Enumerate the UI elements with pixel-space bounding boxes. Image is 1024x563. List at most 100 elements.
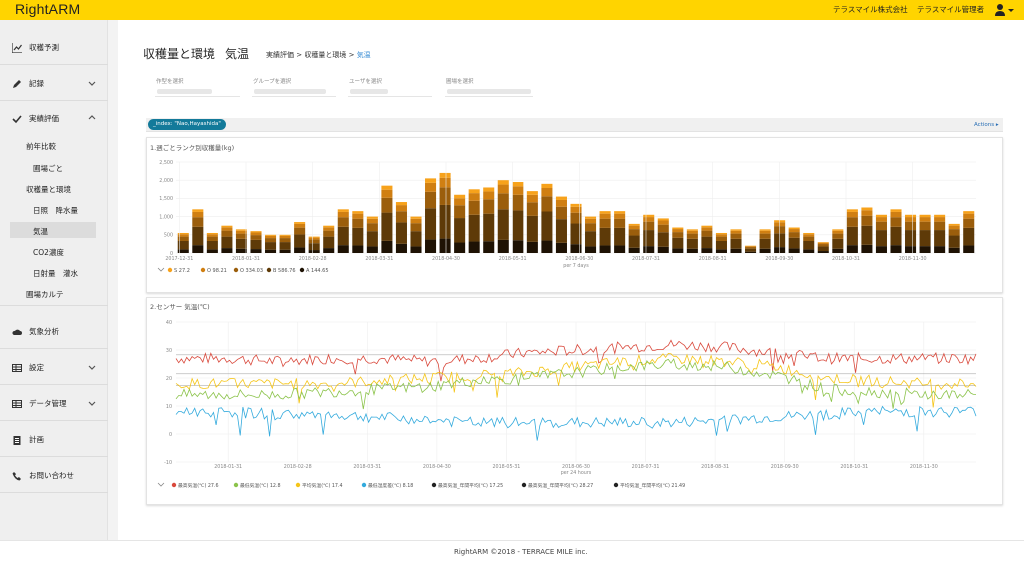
bar-segment bbox=[701, 225, 713, 228]
sidebar-item-forecast[interactable]: 収穫予測 bbox=[0, 30, 108, 65]
filter-tag[interactable]: _index: "Nao,Hayashida" bbox=[148, 119, 226, 130]
bar-segment bbox=[585, 216, 597, 219]
sidebar-item-plan[interactable]: 計画 bbox=[0, 422, 108, 457]
bar-segment bbox=[803, 236, 815, 241]
bar-segment bbox=[323, 236, 335, 249]
bar-segment bbox=[308, 237, 320, 240]
user-name[interactable]: テラスマイル管理者 bbox=[917, 5, 985, 14]
bar-segment bbox=[425, 239, 437, 253]
bar-segment bbox=[846, 245, 858, 253]
submenu-field-chart[interactable]: 圃場カルテ bbox=[26, 290, 64, 299]
sidebar-item-contact[interactable]: お問い合わせ bbox=[0, 458, 108, 493]
bar-segment bbox=[788, 227, 800, 230]
bar-segment bbox=[803, 234, 815, 237]
bar-segment bbox=[337, 217, 349, 227]
bar-segment bbox=[526, 241, 538, 253]
submenu-temperature[interactable]: 気温 bbox=[33, 227, 48, 236]
bar-segment bbox=[541, 183, 553, 188]
bar-segment bbox=[875, 246, 887, 253]
bar-segment bbox=[512, 186, 524, 195]
bar-segment bbox=[265, 234, 277, 236]
bar-segment bbox=[861, 207, 873, 211]
legend-marker bbox=[521, 482, 527, 488]
bar-segment bbox=[177, 232, 189, 235]
user-menu-icon[interactable] bbox=[994, 3, 1014, 17]
sidebar-item-settings[interactable]: 設定 bbox=[0, 350, 108, 385]
x-tick-label: 2018-09-30 bbox=[765, 256, 793, 262]
bar-segment bbox=[395, 205, 407, 212]
bar-segment bbox=[715, 240, 727, 250]
submenu-yield-environment[interactable]: 収穫量と環境 bbox=[26, 185, 71, 194]
bar-segment bbox=[657, 224, 669, 233]
bar-segment bbox=[905, 230, 917, 247]
bar-segment bbox=[745, 246, 757, 248]
submenu-by-field[interactable]: 圃場ごと bbox=[33, 164, 63, 173]
bar-segment bbox=[352, 245, 364, 253]
pencil-icon bbox=[13, 80, 21, 88]
bar-segment bbox=[555, 242, 567, 253]
bar-segment bbox=[497, 180, 509, 185]
breadcrumb-current: 気温 bbox=[356, 51, 371, 59]
legend-label: 最低湿度差(℃) 8.18 bbox=[368, 482, 413, 489]
bar-segment bbox=[555, 199, 567, 207]
bar-segment bbox=[337, 211, 349, 218]
bar-segment bbox=[686, 248, 698, 253]
legend-marker bbox=[233, 482, 239, 488]
bar-segment bbox=[585, 218, 597, 224]
bar-segment bbox=[395, 202, 407, 206]
bar-segment bbox=[832, 229, 844, 231]
bar-segment bbox=[337, 245, 349, 253]
top-bar bbox=[0, 0, 1024, 20]
bar-segment bbox=[657, 218, 669, 221]
x-tick-label: 2018-11-30 bbox=[899, 256, 927, 262]
field-select[interactable] bbox=[445, 87, 533, 97]
bar-segment bbox=[599, 211, 611, 214]
active-submenu-highlight bbox=[10, 222, 96, 238]
legend-marker bbox=[431, 482, 437, 488]
app-logo[interactable]: RightARM bbox=[15, 1, 81, 17]
page-title: 収穫量と環境 気温 bbox=[143, 47, 250, 61]
bar-segment bbox=[701, 236, 713, 249]
sidebar-item-data-management[interactable]: データ管理 bbox=[0, 386, 108, 421]
bar-segment bbox=[410, 216, 422, 219]
submenu-solar-irrigation[interactable]: 日射量 灌水 bbox=[33, 269, 78, 278]
bar-segment bbox=[410, 231, 422, 247]
legend-marker bbox=[299, 267, 305, 273]
x-tick-label: 2018-04-30 bbox=[423, 464, 451, 470]
bar-segment bbox=[905, 214, 917, 218]
legend-marker bbox=[171, 482, 177, 488]
chevron-down-icon bbox=[88, 81, 96, 86]
submenu-prev-year[interactable]: 前年比較 bbox=[26, 142, 56, 151]
bar-segment bbox=[614, 213, 626, 219]
bar-segment bbox=[250, 239, 262, 250]
user-select[interactable] bbox=[348, 87, 432, 97]
bar-segment bbox=[919, 246, 931, 253]
breadcrumb-item[interactable]: 実績評価 bbox=[266, 51, 294, 59]
actions-link[interactable]: Actions ▸ bbox=[974, 122, 999, 128]
submenu-co2[interactable]: CO2濃度 bbox=[33, 248, 64, 257]
bar-segment bbox=[890, 217, 902, 227]
bar-segment bbox=[570, 203, 582, 207]
group-select[interactable] bbox=[252, 87, 336, 97]
crop-type-select[interactable] bbox=[155, 87, 240, 97]
table-icon bbox=[12, 364, 22, 372]
bar-segment bbox=[934, 230, 946, 247]
legend-marker bbox=[233, 267, 239, 273]
bar-segment bbox=[861, 210, 873, 216]
bar-segment bbox=[425, 178, 437, 183]
bar-segment bbox=[206, 232, 218, 235]
sidebar-item-evaluation[interactable]: 実績評価 bbox=[0, 102, 108, 124]
bar-segment bbox=[294, 223, 306, 228]
x-tick-label: 2017-12-31 bbox=[165, 256, 193, 262]
breadcrumb-item[interactable]: 収穫量と環境 bbox=[304, 51, 347, 59]
sidebar-item-weather[interactable]: 気象分析 bbox=[0, 314, 108, 349]
bar-segment bbox=[265, 249, 277, 253]
submenu-sunshine-rain[interactable]: 日照 降水量 bbox=[33, 206, 78, 215]
bar-segment bbox=[759, 230, 771, 234]
bar-segment bbox=[817, 242, 829, 245]
sidebar-item-records[interactable]: 記録 bbox=[0, 66, 108, 101]
chevron-down-icon bbox=[88, 401, 96, 406]
bar-segment bbox=[875, 230, 887, 247]
bar-segment bbox=[308, 243, 320, 251]
bar-segment bbox=[643, 214, 655, 218]
